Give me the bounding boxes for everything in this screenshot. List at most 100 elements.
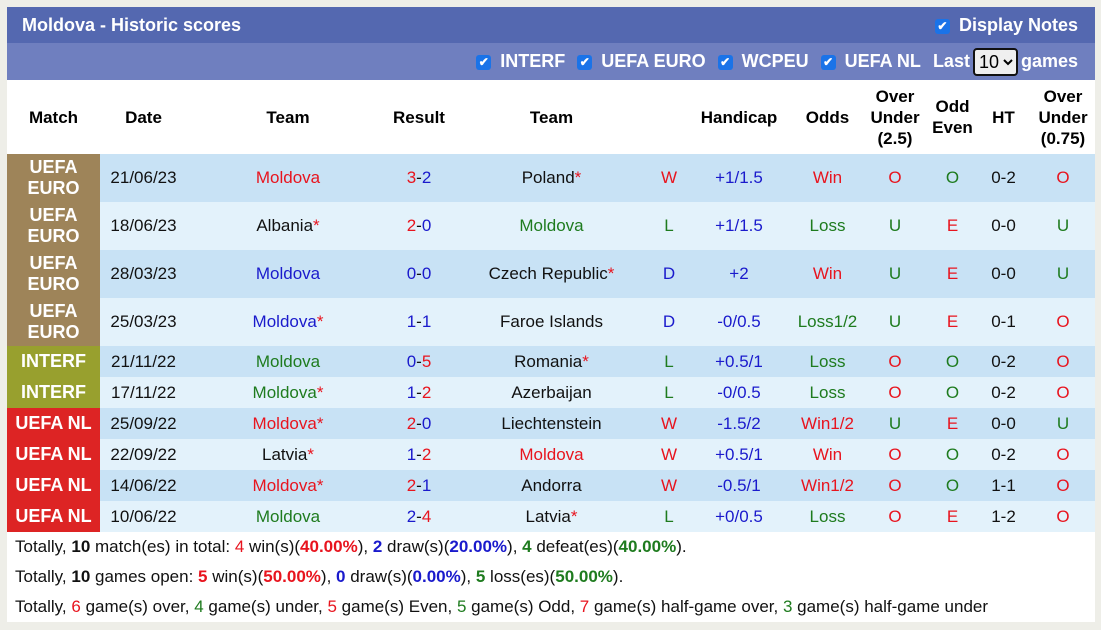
home-team[interactable]: Moldova — [187, 346, 389, 377]
summary-segment: games open: — [90, 567, 199, 586]
filter-uefa-nl[interactable]: ✔ UEFA NL — [820, 51, 921, 71]
home-team[interactable]: Moldova — [187, 250, 389, 298]
last-label: Last — [932, 51, 970, 71]
table-row[interactable]: INTERF 17/11/22 Moldova* 1-2 Azerbaijan L -0/0… — [7, 377, 1095, 408]
over-under-0-75: O — [1056, 351, 1070, 371]
team-name[interactable]: Azerbaijan — [511, 382, 592, 402]
summary-segment: ), — [357, 537, 373, 556]
filter-label: UEFA EURO — [601, 51, 706, 71]
filter-wcpeu[interactable]: ✔ WCPEU — [717, 51, 809, 71]
table-row[interactable]: UEFA NL 14/06/22 Moldova* 2-1 Andorra W -0.5/1… — [7, 470, 1095, 501]
team-name[interactable]: Faroe Islands — [500, 312, 603, 331]
over-under-0-75: U — [1056, 264, 1070, 283]
half-time-score: 1-2 — [991, 506, 1016, 526]
handicap: -0/0.5 — [717, 382, 761, 402]
team-name[interactable]: Moldova — [255, 351, 321, 371]
star-marker: * — [316, 475, 324, 495]
table-row[interactable]: UEFA EURO 18/06/23 Albania* 2-0 Moldova L +1/1… — [7, 202, 1095, 250]
table-row[interactable]: INTERF 21/11/22 Moldova 0-5 Romania* L +0.5/1 L… — [7, 346, 1095, 377]
away-team[interactable]: Moldova — [449, 439, 654, 470]
team-name[interactable]: Czech Republic — [488, 264, 608, 283]
away-team[interactable]: Poland* — [449, 154, 654, 202]
away-goals: 2 — [421, 382, 432, 402]
match-date: 18/06/23 — [110, 216, 177, 235]
team-name[interactable]: Moldova — [252, 312, 317, 331]
table-row[interactable]: UEFA EURO 28/03/23 Moldova 0-0 Czech Republi… — [7, 250, 1095, 298]
display-notes-toggle[interactable]: ✔ Display Notes — [934, 15, 1078, 36]
home-team[interactable]: Moldova* — [187, 298, 389, 346]
away-team[interactable]: Faroe Islands — [449, 298, 654, 346]
home-team[interactable]: Moldova* — [187, 377, 389, 408]
table-row[interactable]: UEFA EURO 25/03/23 Moldova* 1-1 Faroe Island… — [7, 298, 1095, 346]
over-under-2-5: O — [888, 506, 902, 526]
column-header: Over Under (0.75) — [1038, 86, 1088, 148]
match-outcome: W — [660, 168, 678, 187]
checkbox-checked-icon[interactable]: ✔ — [820, 55, 836, 70]
team-name[interactable]: Latvia — [525, 506, 571, 526]
team-name[interactable]: Moldova — [252, 475, 317, 495]
checkbox-checked-icon[interactable]: ✔ — [717, 55, 733, 70]
team-name[interactable]: Moldova — [255, 168, 321, 187]
team-name[interactable]: Poland — [521, 168, 575, 187]
team-name[interactable]: Liechtenstein — [501, 413, 602, 433]
column-header: Odds — [805, 107, 850, 127]
summary-segment: loss(es)( — [485, 567, 556, 586]
home-goals: 0 — [406, 351, 417, 371]
team-name[interactable]: Albania — [256, 216, 314, 235]
home-team[interactable]: Moldova — [187, 154, 389, 202]
away-team[interactable]: Romania* — [449, 346, 654, 377]
away-team[interactable]: Czech Republic* — [449, 250, 654, 298]
summary-segment: Totally, — [15, 567, 72, 586]
team-name[interactable]: Latvia — [262, 444, 308, 464]
competition-badge: UEFA EURO — [7, 250, 100, 298]
team-name[interactable]: Moldova — [255, 506, 321, 526]
away-goals: 4 — [421, 506, 432, 526]
team-name[interactable]: Moldova — [255, 264, 321, 283]
team-name[interactable]: Moldova — [519, 216, 584, 235]
away-team[interactable]: Latvia* — [449, 501, 654, 532]
odd-even: O — [945, 382, 960, 402]
half-time-score: 0-0 — [991, 413, 1016, 433]
checkbox-checked-icon[interactable]: ✔ — [934, 18, 950, 34]
table-row[interactable]: UEFA NL 25/09/22 Moldova* 2-0 Liechtenstein W… — [7, 408, 1095, 439]
away-team[interactable]: Azerbaijan — [449, 377, 654, 408]
summary-segment: game(s) half-game over, — [589, 597, 783, 616]
result-score: 0-5 — [389, 346, 449, 377]
last-games-select[interactable]: 10 — [972, 47, 1018, 76]
match-outcome: W — [660, 444, 678, 464]
checkbox-checked-icon[interactable]: ✔ — [577, 55, 593, 70]
team-name[interactable]: Andorra — [521, 475, 582, 495]
summary: Totally, 10 match(es) in total: 4 win(s)… — [7, 532, 1095, 622]
competition-badge: INTERF — [7, 346, 100, 377]
home-goals: 1 — [406, 382, 417, 402]
summary-segment: 5 — [327, 597, 337, 616]
odds-result: Win1/2 — [801, 413, 854, 433]
summary-segment: 4 — [522, 537, 532, 556]
team-name[interactable]: Moldova — [519, 444, 584, 464]
away-team[interactable]: Liechtenstein — [449, 408, 654, 439]
home-team[interactable]: Moldova* — [187, 470, 389, 501]
filter-uefa-euro[interactable]: ✔ UEFA EURO — [577, 51, 706, 71]
score-separator: - — [416, 312, 422, 331]
home-team[interactable]: Moldova — [187, 501, 389, 532]
summary-segment: game(s) Even, — [336, 597, 457, 616]
team-name[interactable]: Romania — [514, 351, 583, 371]
checkbox-checked-icon[interactable]: ✔ — [476, 55, 492, 70]
away-team[interactable]: Moldova — [449, 202, 654, 250]
table-row[interactable]: UEFA NL 10/06/22 Moldova 2-4 Latvia* L +0/0.5 L… — [7, 501, 1095, 532]
odd-even: O — [945, 444, 960, 464]
half-time-score: 1-1 — [991, 475, 1016, 495]
home-team[interactable]: Albania* — [187, 202, 389, 250]
home-team[interactable]: Moldova* — [187, 408, 389, 439]
home-team[interactable]: Latvia* — [187, 439, 389, 470]
away-team[interactable]: Andorra — [449, 470, 654, 501]
table-row[interactable]: UEFA NL 22/09/22 Latvia* 1-2 Moldova W +0.5/1 W… — [7, 439, 1095, 470]
summary-segment: defeat(es)( — [531, 537, 619, 556]
team-name[interactable]: Moldova — [252, 413, 317, 433]
home-goals: 2 — [406, 216, 417, 235]
handicap: +1/1.5 — [715, 168, 763, 187]
match-outcome: L — [664, 351, 674, 371]
filter-interf[interactable]: ✔ INTERF — [476, 51, 565, 71]
team-name[interactable]: Moldova — [252, 382, 317, 402]
table-row[interactable]: UEFA EURO 21/06/23 Moldova 3-2 Poland* W +1/1.… — [7, 154, 1095, 202]
